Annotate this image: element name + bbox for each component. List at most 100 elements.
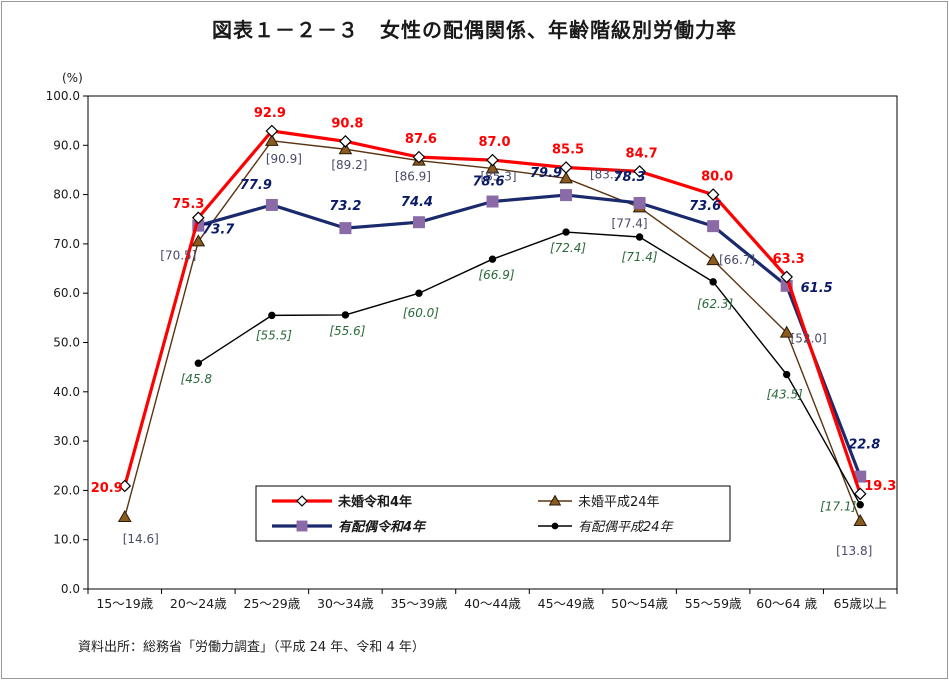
legend-item-4: 有配偶平成24年 <box>538 520 675 535</box>
y-tick-label: 80.0 <box>53 188 80 202</box>
chart-axes: 0.0 10.0 20.0 30.0 40.0 50.0 60.0 70.0 80.0 90.0 1… <box>46 71 898 611</box>
data-label: 77.9 <box>240 178 272 193</box>
data-point-marker <box>779 325 794 338</box>
data-label: [60.0] <box>403 306 439 320</box>
data-label: 61.5 <box>801 281 833 296</box>
y-tick-label: 90.0 <box>53 138 80 152</box>
data-point-marker <box>191 234 206 247</box>
legend-box <box>255 485 731 542</box>
data-label: 78.3 <box>614 170 646 185</box>
legend-marker <box>296 495 308 507</box>
legend-label: 未婚令和4年 <box>337 494 412 510</box>
data-point-marker <box>265 133 279 146</box>
y-tick-label: 0.0 <box>61 582 80 596</box>
data-label: [66.7] <box>719 253 755 267</box>
data-label: 78.6 <box>472 175 504 190</box>
x-category-label: 20～24歳 <box>170 596 227 611</box>
y-tick-label: 70.0 <box>53 237 80 251</box>
data-point-marker <box>339 135 352 148</box>
x-category-label: 45～49歳 <box>538 596 595 611</box>
x-category-label: 40～44歳 <box>464 596 521 611</box>
data-label: [62.3] <box>697 297 733 311</box>
y-tick-label: 40.0 <box>53 385 80 399</box>
y-tick-label: 60.0 <box>53 286 80 300</box>
data-label: 20.9 <box>91 481 123 496</box>
data-point-marker <box>559 171 573 184</box>
data-label: [83.3] <box>590 167 626 181</box>
x-category-label: 55～59歳 <box>685 596 742 611</box>
data-label: 84.7 <box>626 146 658 161</box>
data-point-marker <box>415 289 423 297</box>
legend-marker <box>548 494 562 506</box>
y-tick-label: 20.0 <box>53 483 80 497</box>
data-point-marker <box>412 150 426 164</box>
data-label: 92.9 <box>254 106 286 121</box>
data-label: 63.3 <box>773 252 805 267</box>
data-point-marker <box>265 124 279 138</box>
data-label: 22.8 <box>848 438 880 453</box>
data-label: 73.6 <box>689 199 721 214</box>
data-point-marker <box>709 278 717 286</box>
data-point-marker <box>339 222 352 235</box>
data-label: 87.0 <box>478 135 510 150</box>
data-point-marker <box>853 487 867 501</box>
data-point-marker <box>633 196 646 209</box>
data-label: 85.5 <box>552 142 584 157</box>
data-label: 73.2 <box>329 199 361 214</box>
data-label: 90.8 <box>331 116 363 131</box>
data-point-marker <box>562 228 570 236</box>
data-label: 87.6 <box>405 132 437 147</box>
data-point-marker <box>780 270 794 284</box>
data-label: [14.6] <box>123 532 159 546</box>
data-label: 80.0 <box>701 170 733 185</box>
data-label: [86.9] <box>395 170 431 184</box>
data-label: [77.4] <box>612 216 648 230</box>
data-label: 73.7 <box>202 223 235 238</box>
y-tick-label: 100.0 <box>46 89 80 103</box>
data-point-marker <box>706 188 720 201</box>
source-note: 資料出所：総務省「労働力調査」（平成 24 年、令和 4 年） <box>78 640 425 655</box>
y-tick-label: 50.0 <box>53 336 80 350</box>
x-category-label: 30～34歳 <box>317 596 374 611</box>
data-point-marker <box>485 161 500 174</box>
x-category-label: 35～39歳 <box>391 596 448 611</box>
x-category-label: 15～19歳 <box>96 596 153 611</box>
data-point-marker <box>412 216 425 229</box>
data-labels-layer: 20.9 75.3 92.9 90.8 87.6 87.0 85.5 84.7 80.0 63.3… <box>91 106 897 558</box>
data-point-marker <box>782 370 791 379</box>
data-label: [72.4] <box>550 241 586 255</box>
data-point-marker <box>117 510 132 523</box>
data-label: [52.0] <box>791 332 827 346</box>
data-point-marker <box>856 500 864 509</box>
data-label: [66.9] <box>478 268 514 282</box>
series-layer <box>117 124 868 526</box>
data-label: [13.8] <box>836 544 872 558</box>
data-label: [43.5] <box>767 388 803 402</box>
legend-item-2: 未婚平成24年 <box>538 494 660 510</box>
series-line <box>197 231 861 506</box>
legend-item-1: 未婚令和4年 <box>272 494 412 510</box>
data-point-marker <box>486 195 499 208</box>
data-point-marker <box>338 142 353 155</box>
data-point-marker <box>268 311 276 320</box>
data-label: 74.4 <box>401 195 433 210</box>
data-point-marker <box>707 220 720 233</box>
data-label: [17.1] <box>820 500 856 514</box>
data-point-marker <box>265 198 278 211</box>
data-label: [45.8 <box>181 372 213 386</box>
data-point-marker <box>559 161 573 174</box>
data-point-marker <box>488 255 497 263</box>
series-3 <box>192 189 867 483</box>
data-label: [55.5] <box>256 328 292 342</box>
legend-marker <box>551 522 559 530</box>
data-point-marker <box>706 253 720 266</box>
legend-marker <box>296 520 308 532</box>
series-2 <box>117 133 868 526</box>
data-label: [89.2] <box>331 158 367 172</box>
data-point-marker <box>118 479 132 493</box>
x-category-label: 65歳以上 <box>834 596 887 611</box>
y-tick-label: 10.0 <box>53 533 80 547</box>
x-category-label: 50～54歳 <box>611 596 668 611</box>
data-label: 19.3 <box>864 479 896 494</box>
